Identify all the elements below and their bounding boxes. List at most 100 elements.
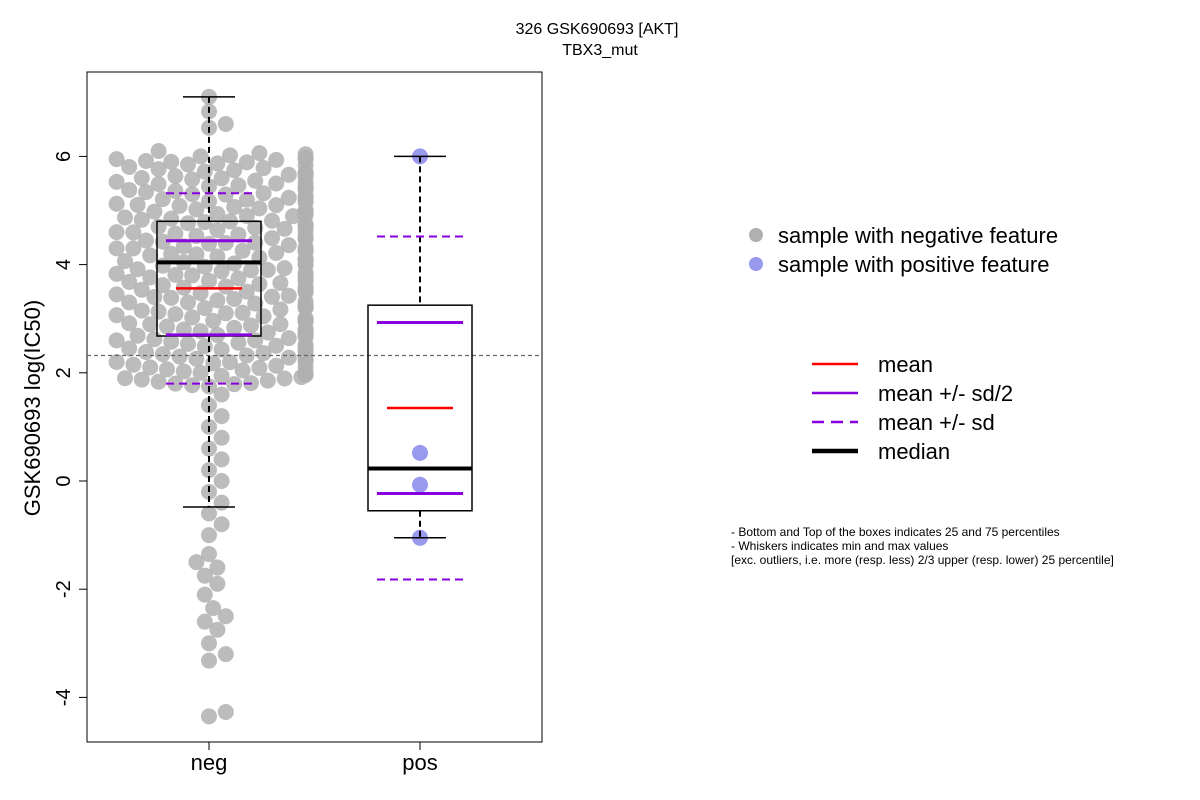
data-point	[150, 175, 167, 192]
data-point	[226, 162, 243, 179]
data-point	[217, 234, 234, 251]
data-point	[142, 247, 159, 264]
data-point	[167, 168, 184, 185]
data-point	[217, 278, 234, 295]
data-point	[133, 302, 150, 319]
data-point	[125, 240, 142, 257]
legend-label: median	[878, 439, 950, 464]
data-point	[154, 191, 171, 208]
data-point	[276, 260, 293, 277]
data-point	[201, 527, 217, 544]
legend-marker	[749, 257, 763, 271]
data-point	[201, 635, 217, 652]
data-point	[121, 181, 138, 198]
data-point	[201, 652, 217, 669]
data-point	[217, 305, 234, 322]
data-point	[259, 324, 276, 341]
data-point	[121, 158, 138, 175]
data-point	[412, 476, 428, 493]
legend-label: sample with negative feature	[778, 223, 1058, 248]
data-point	[213, 386, 230, 403]
data-point	[251, 359, 268, 376]
legend-marker	[749, 228, 763, 242]
data-point	[196, 300, 213, 317]
data-point	[264, 288, 280, 305]
data-point	[184, 309, 201, 326]
data-point	[280, 237, 297, 254]
data-point	[138, 184, 154, 201]
data-point	[125, 224, 142, 241]
data-point	[205, 355, 222, 372]
data-point	[196, 613, 213, 630]
chart-subtitle: TBX3_mut	[562, 42, 638, 59]
data-point	[217, 646, 234, 663]
data-point	[213, 341, 230, 358]
data-point	[247, 295, 264, 312]
data-point	[243, 262, 259, 279]
data-point	[247, 219, 264, 236]
data-point	[412, 444, 428, 461]
data-point	[213, 429, 230, 446]
data-point	[255, 185, 272, 202]
data-point	[209, 206, 226, 223]
data-point	[154, 277, 171, 294]
y-tick-label: 0	[53, 475, 75, 486]
data-point	[121, 315, 138, 332]
data-point	[146, 289, 163, 306]
plot-frame	[86, 71, 543, 743]
data-point	[217, 186, 234, 203]
data-point	[280, 330, 297, 347]
data-point	[121, 340, 138, 357]
data-point	[201, 272, 217, 289]
data-point	[154, 233, 171, 250]
data-point	[180, 215, 196, 232]
data-point	[201, 397, 217, 414]
data-point	[163, 210, 180, 227]
data-point	[138, 152, 154, 169]
data-point	[230, 226, 247, 243]
data-point	[264, 212, 280, 229]
data-point	[209, 221, 226, 238]
data-point	[121, 294, 138, 311]
data-point	[167, 266, 184, 283]
data-point	[121, 273, 138, 290]
data-point	[167, 306, 184, 323]
data-point	[276, 220, 293, 237]
data-point	[117, 209, 133, 226]
data-point	[133, 281, 150, 298]
data-point	[138, 232, 154, 249]
data-point	[238, 207, 255, 224]
data-point	[167, 225, 184, 242]
data-point	[238, 283, 255, 300]
data-point	[247, 172, 264, 189]
data-point	[146, 203, 163, 220]
data-point	[297, 146, 314, 163]
data-point	[234, 362, 251, 379]
data-point	[108, 286, 125, 303]
data-point	[108, 151, 125, 168]
data-point	[264, 230, 280, 247]
data-point	[196, 338, 213, 355]
data-point	[180, 156, 196, 173]
data-point	[108, 353, 125, 370]
data-point	[209, 155, 226, 172]
data-point	[217, 704, 234, 721]
data-point	[108, 265, 125, 282]
data-point	[226, 198, 243, 215]
data-point	[205, 312, 222, 329]
data-point	[251, 145, 268, 162]
data-point	[184, 267, 201, 284]
legend-label: mean +/- sd/2	[878, 381, 1013, 406]
data-point	[184, 171, 201, 188]
data-point	[230, 270, 247, 287]
data-point	[222, 147, 238, 164]
data-point	[108, 224, 125, 241]
data-point	[184, 186, 201, 203]
data-point	[247, 234, 264, 251]
y-tick-label: -4	[53, 689, 75, 707]
data-point	[280, 189, 297, 206]
y-tick-label: 2	[53, 367, 75, 378]
data-point	[201, 546, 217, 563]
data-point	[238, 154, 255, 171]
